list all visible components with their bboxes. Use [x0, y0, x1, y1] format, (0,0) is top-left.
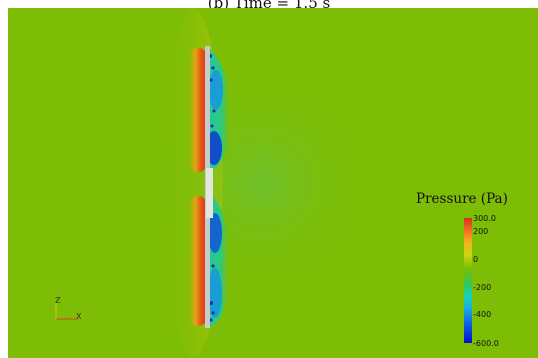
legend-tick-neg200: -200	[473, 283, 491, 292]
legend-tick-200: 200	[473, 227, 488, 236]
wake-region	[153, 73, 373, 293]
x-axis-label: X	[76, 312, 81, 321]
legend-tick-neg400: -400	[473, 310, 491, 319]
vortex-mid-lower	[208, 213, 222, 253]
pressure-field-plot	[8, 8, 538, 358]
blade-hub	[206, 168, 213, 218]
z-axis-label: Z	[55, 296, 60, 305]
pressure-colorbar	[464, 218, 472, 343]
high-pressure-band-upper	[189, 48, 207, 172]
legend-tick-0: 0	[473, 255, 478, 264]
legend-tick-max: 300.0	[473, 214, 496, 223]
high-pressure-band-lower	[189, 196, 207, 326]
vortex-lower	[208, 268, 222, 318]
legend-tick-min: -600.0	[473, 339, 499, 348]
axes-triad	[48, 296, 88, 326]
legend-title: Pressure (Pa)	[416, 191, 508, 207]
vortex-upper	[209, 70, 223, 110]
